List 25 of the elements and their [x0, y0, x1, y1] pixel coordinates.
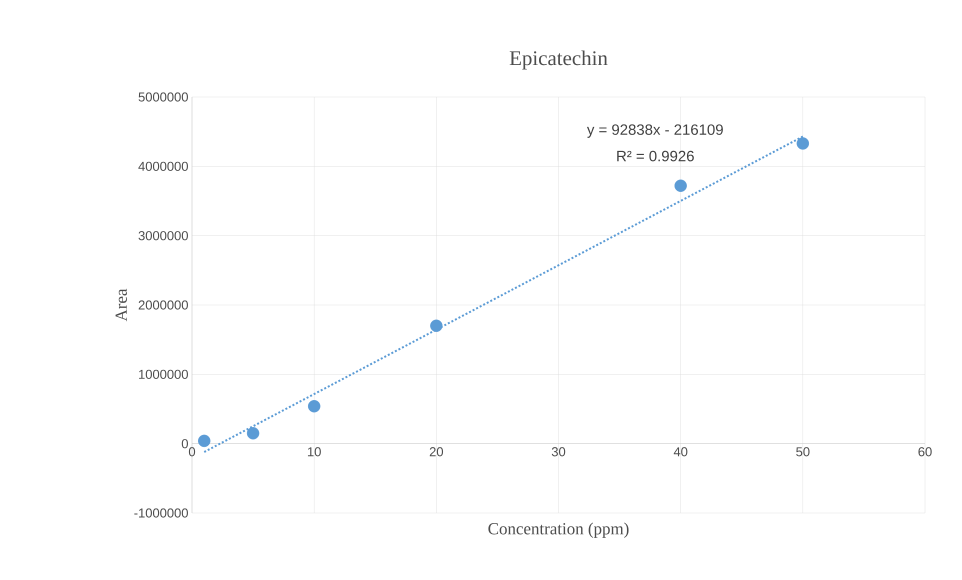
y-axis-title: Area: [116, 288, 127, 322]
point: [674, 180, 687, 192]
x-tick-label: 0: [188, 447, 196, 456]
x-tick-label: 30: [552, 447, 566, 456]
annotation: R² = 0.9926: [617, 150, 694, 162]
chart-title: Epicatechin: [510, 50, 608, 70]
point: [246, 427, 260, 440]
y-tick-label: 0: [182, 439, 188, 448]
x-tick-label: 20: [430, 447, 444, 456]
y-tick-label: 1000000: [139, 370, 188, 379]
annotation: y = 92838x - 216109: [586, 124, 723, 138]
point: [308, 400, 320, 412]
y-tick-label: 4000000: [138, 162, 188, 171]
y-tick-label: -1000000: [134, 508, 188, 518]
point: [430, 320, 443, 332]
y-tick-label: 3000000: [138, 231, 188, 240]
x-tick-label: 10: [308, 447, 321, 456]
y-tick-label: 2000000: [138, 300, 188, 310]
x-tick-label: 40: [674, 447, 688, 456]
x-axis-title: Concentration (ppm): [488, 522, 629, 538]
x-tick-label: 50: [796, 447, 810, 456]
point: [198, 434, 210, 448]
x-tick-label: 60: [918, 447, 932, 456]
y-tick-label: 5000000: [138, 92, 188, 102]
point: [796, 137, 810, 150]
